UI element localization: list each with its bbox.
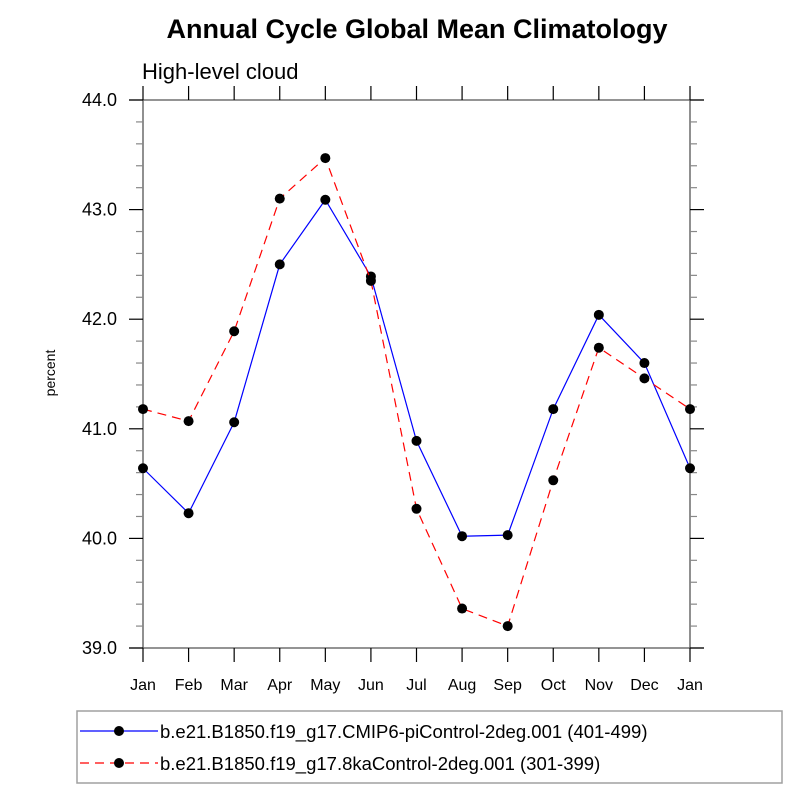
data-point: [457, 531, 468, 542]
x-tick-label: Sep: [493, 677, 522, 694]
series-line: [142, 157, 691, 627]
chart-subtitle: High-level cloud: [142, 59, 299, 84]
data-point: [502, 530, 513, 541]
data-point: [548, 404, 559, 415]
x-tick-label: Jul: [406, 677, 426, 694]
x-tick-label: Mar: [220, 677, 248, 694]
x-tick-label: Jan: [130, 677, 156, 694]
series-layer: [138, 153, 695, 632]
legend-marker-piControl: [114, 726, 124, 736]
data-point: [365, 275, 376, 286]
data-point: [320, 153, 331, 164]
x-tick-label: Oct: [541, 677, 566, 694]
x-tick-label: Aug: [448, 677, 476, 694]
data-point: [229, 417, 240, 428]
axes: 39.0 40.0 41.0 42.0 43.0 44.0 Jan Feb Mar Apr May J…: [82, 86, 704, 694]
data-point: [548, 475, 559, 486]
y-tick-label: 40.0: [82, 528, 117, 548]
data-point: [457, 603, 468, 614]
series-1: [138, 153, 695, 632]
legend-item-8kaControl: b.e21.B1850.f19_g17.8kaControl-2deg.001 …: [80, 753, 600, 775]
x-tick-label: Feb: [175, 677, 203, 694]
y-tick-label: 43.0: [82, 200, 117, 220]
data-point: [639, 358, 650, 369]
data-point: [138, 404, 148, 415]
data-point: [411, 435, 422, 446]
legend-item-piControl: b.e21.B1850.f19_g17.CMIP6-piControl-2deg…: [80, 721, 648, 743]
data-point: [685, 463, 695, 474]
data-point: [593, 309, 604, 320]
chart-title: Annual Cycle Global Mean Climatology: [166, 14, 667, 44]
y-tick-label: 44.0: [82, 90, 117, 110]
data-point: [685, 404, 695, 415]
y-axis-label: percent: [42, 350, 58, 397]
series-line: [142, 198, 691, 537]
data-point: [138, 463, 148, 474]
data-point: [183, 508, 194, 519]
x-tick-label: May: [310, 677, 340, 694]
y-tick-label: 39.0: [82, 638, 117, 658]
data-point: [411, 503, 422, 514]
x-tick-label: Apr: [267, 677, 293, 694]
legend-label-piControl: b.e21.B1850.f19_g17.CMIP6-piControl-2deg…: [160, 721, 648, 743]
y-tick-label: 41.0: [82, 419, 117, 439]
x-tick-label: Dec: [630, 677, 658, 694]
data-point: [320, 194, 331, 205]
x-tick-label: Jun: [358, 677, 384, 694]
y-tick-label: 42.0: [82, 309, 117, 329]
x-tick-label: Jan: [677, 677, 703, 694]
x-tick-label: Nov: [585, 677, 613, 694]
data-point: [183, 416, 194, 427]
data-point: [229, 326, 240, 337]
data-point: [274, 259, 285, 270]
legend-marker-8kaControl: [114, 758, 124, 768]
data-point: [502, 621, 513, 632]
data-point: [274, 193, 285, 204]
legend-label-8kaControl: b.e21.B1850.f19_g17.8kaControl-2deg.001 …: [160, 753, 600, 775]
data-point: [593, 342, 604, 353]
data-point: [639, 373, 650, 384]
legend-box: [76, 710, 783, 784]
series-0: [138, 194, 695, 542]
legend: b.e21.B1850.f19_g17.CMIP6-piControl-2deg…: [76, 710, 783, 784]
